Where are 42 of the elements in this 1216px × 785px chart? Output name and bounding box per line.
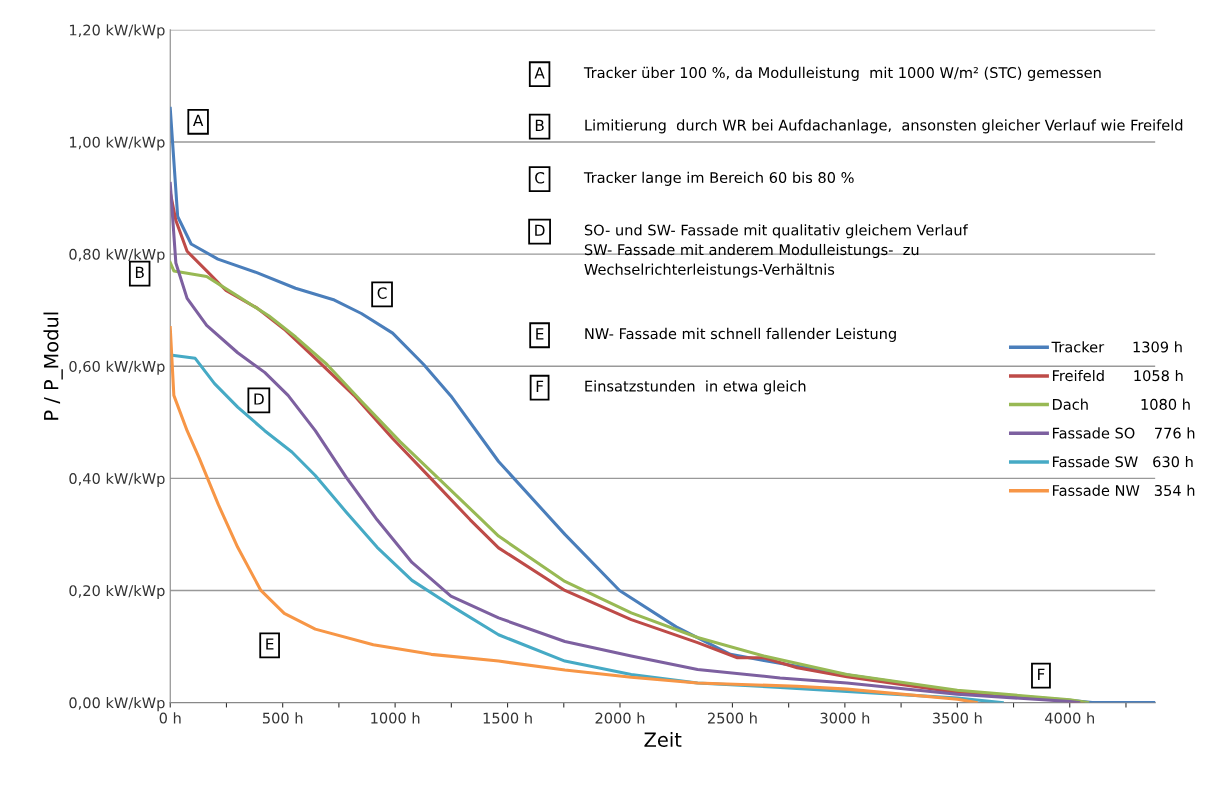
x-axis-title: Zeit (644, 731, 682, 748)
x-tick-label: 3000 h (820, 712, 870, 724)
annotation: Einsatzstunden in etwa gleich (585, 380, 806, 395)
annotation: SO- und SW- Fassade mit qualitativ gleichem Verlauf SW- Fassade mit anderem Modulleistungs- zu Wechselrichterleistungs-Verhältnis (584, 224, 969, 278)
legend-label: Tracker 1309 h (1051, 341, 1182, 353)
annotation: Tracker über 100 %, da Modulleistung mit 1000 W/m² (STC) gemessen (583, 66, 1101, 81)
annotation: A (193, 114, 204, 126)
x-tick-label: 1000 h (371, 712, 420, 724)
annotation: D (254, 393, 264, 405)
y-tick-label: 1,00 kW/kWp (69, 136, 165, 151)
annotation: C (377, 287, 387, 299)
x-tick-label: 3500 h (932, 712, 982, 724)
text: C (535, 172, 545, 184)
y-axis-title: P / P_Modul (43, 312, 63, 420)
y-tick-label: 1,20 kW/kWp (69, 24, 165, 39)
legend-label: Dach 1080 h (1053, 398, 1190, 410)
y-tick-label: 0,60 kW/kWp (69, 360, 165, 375)
y-tick-label: 0,80 kW/kWp (69, 248, 165, 263)
annotation: Limitierung durch WR bei Aufdachanlage, ansonsten gleicher Verlauf wie Freifeld (585, 119, 1183, 134)
text: D (535, 224, 545, 236)
x-tick-label: 2500 h (708, 712, 757, 724)
x-tick-label: 0 h (159, 712, 181, 724)
annotation: E (266, 638, 274, 650)
x-tick-label: 500 h (262, 712, 303, 724)
legend-label: Fassade NW 354 h (1053, 484, 1195, 496)
text: B (535, 119, 544, 131)
legend-label: Fassade SW 630 h (1053, 456, 1193, 468)
legend-label: Fassade SO 776 h (1053, 427, 1195, 439)
text: F (536, 380, 544, 392)
y-tick-label: 0,40 kW/kWp (69, 472, 165, 487)
annotation: NW- Fassade mit schnell fallender Leistung (585, 327, 896, 342)
x-tick-label: 2000 h (595, 712, 645, 724)
annotation: Tracker lange im Bereich 60 bis 80 % (583, 171, 854, 186)
y-tick-label: 0,20 kW/kWp (69, 584, 165, 600)
x-tick-label: 1500 h (483, 712, 532, 724)
annotation: B (135, 266, 144, 278)
annotation: F (1038, 668, 1045, 680)
x-tick-label: 4000 h (1044, 712, 1095, 724)
legend-label: Freifeld 1058 h (1053, 369, 1183, 382)
text: E (536, 328, 544, 340)
text: A (534, 67, 545, 79)
y-tick-label: 0,00 kW/kWp (69, 697, 165, 712)
